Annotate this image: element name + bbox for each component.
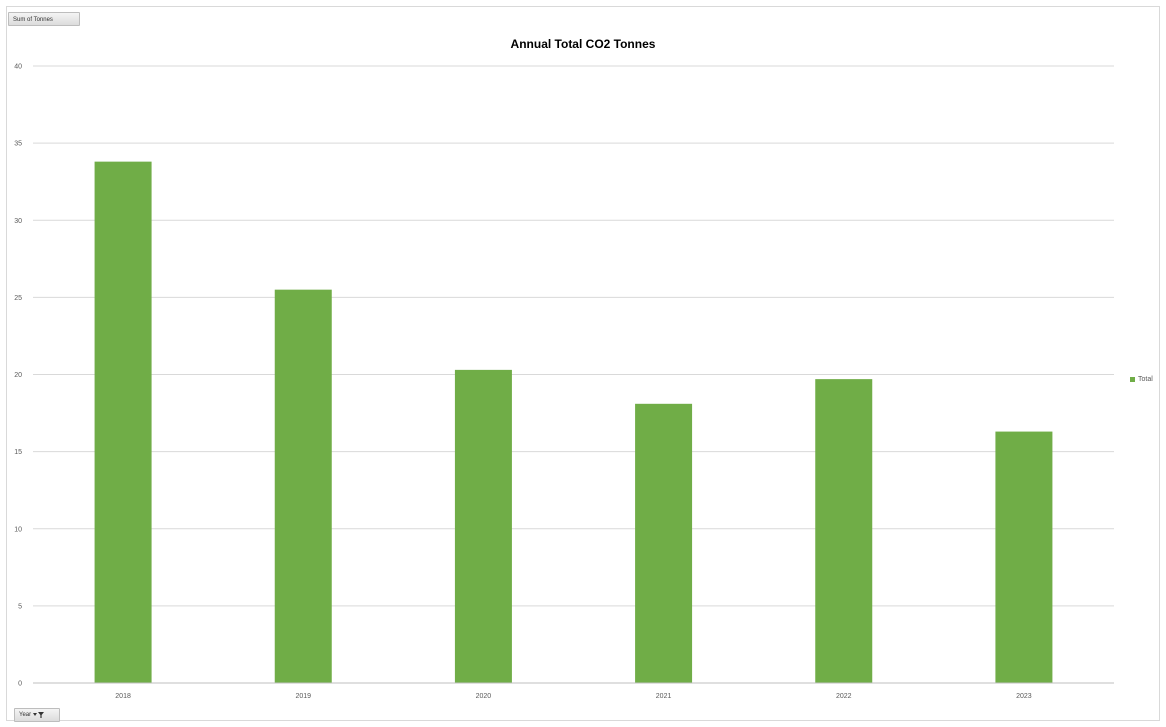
- x-tick-label: 2023: [1016, 693, 1032, 700]
- axis-field-button[interactable]: Year: [14, 708, 60, 722]
- bar-2020[interactable]: [454, 369, 512, 683]
- chart-title: Annual Total CO2 Tonnes: [510, 37, 656, 51]
- chart-area: [6, 6, 1160, 721]
- legend-swatch: [1130, 377, 1135, 382]
- y-tick-label: 10: [14, 526, 22, 533]
- y-tick-label: 40: [14, 64, 22, 71]
- values-field-label: Sum of Tonnes: [13, 17, 53, 23]
- bar-2019[interactable]: [274, 289, 332, 683]
- filter-dropdown-icon[interactable]: [33, 711, 45, 719]
- y-tick-label: 15: [14, 449, 22, 456]
- legend: Total: [1130, 376, 1153, 383]
- x-tick-label: 2019: [295, 693, 311, 700]
- values-field-button[interactable]: Sum of Tonnes: [8, 12, 80, 26]
- bar-2018[interactable]: [94, 161, 152, 683]
- y-tick-label: 30: [14, 218, 22, 225]
- x-tick-label: 2020: [476, 693, 492, 700]
- y-tick-label: 5: [18, 603, 22, 610]
- x-tick-label: 2022: [836, 693, 852, 700]
- legend-label: Total: [1138, 376, 1153, 383]
- bar-2021[interactable]: [635, 403, 693, 683]
- x-tick-label: 2021: [656, 693, 672, 700]
- y-tick-label: 25: [14, 295, 22, 302]
- y-tick-label: 0: [18, 681, 22, 688]
- axis-field-label: Year: [19, 712, 32, 718]
- y-tick-label: 20: [14, 372, 22, 379]
- bar-2023[interactable]: [995, 431, 1053, 683]
- bar-2022[interactable]: [815, 379, 873, 683]
- y-tick-label: 35: [14, 141, 22, 148]
- x-tick-label: 2018: [115, 693, 131, 700]
